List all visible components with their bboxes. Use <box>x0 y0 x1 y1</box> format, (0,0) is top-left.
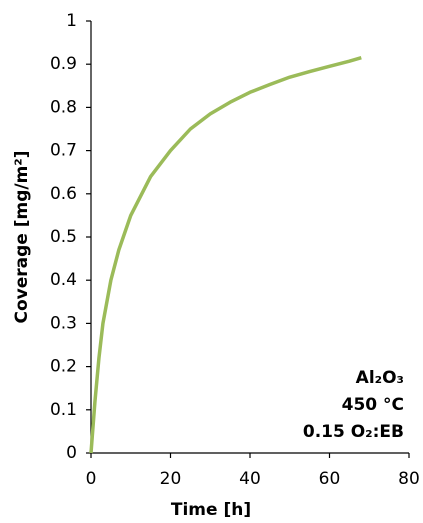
y-tick-label: 0.9 <box>50 54 77 74</box>
annotation: 0.15 O₂:EB <box>303 422 404 442</box>
y-tick-label: 0.8 <box>50 97 77 117</box>
y-tick-label: 0.2 <box>50 357 77 377</box>
y-axis-title: Coverage [mg/m²] <box>12 150 32 323</box>
line <box>89 56 362 454</box>
y-tick-label: 0.1 <box>50 400 77 420</box>
x-tick-label: 20 <box>160 469 182 489</box>
annotation: Al₂O₃ <box>356 368 404 388</box>
y-tick-label: 1 <box>66 11 77 31</box>
y-tick-label: 0.4 <box>50 270 77 290</box>
y-tick-label: 0.3 <box>50 313 77 333</box>
x-tick-label: 0 <box>86 469 97 489</box>
x-tick-label: 40 <box>239 469 261 489</box>
annotation: 450 °C <box>342 395 404 415</box>
x-tick-label: 80 <box>398 469 420 489</box>
y-tick-label: 0 <box>66 443 77 463</box>
y-tick-label: 0.5 <box>50 227 77 247</box>
x-axis-title: Time [h] <box>171 500 251 520</box>
x-tick-label: 60 <box>319 469 341 489</box>
y-tick-label: 0.6 <box>50 184 77 204</box>
y-tick-label: 0.7 <box>50 141 77 161</box>
